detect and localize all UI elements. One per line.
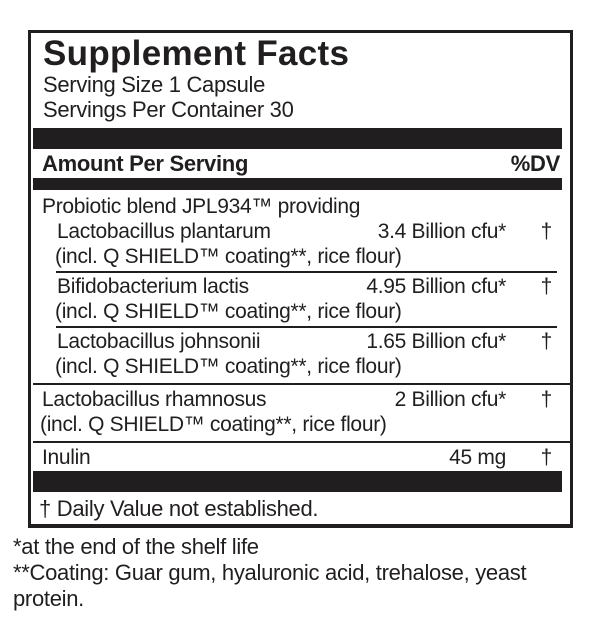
ingredient-row-lactis: Bifidobacterium lactis 4.95 Billion cfu*… xyxy=(31,274,570,299)
ingredient-dv: † xyxy=(540,388,553,411)
ingredient-dv: † xyxy=(540,330,553,353)
row-separator xyxy=(56,326,557,328)
daily-value-footnote: † Daily Value not established. xyxy=(39,496,319,521)
servings-per-container: Servings Per Container 30 xyxy=(43,97,294,122)
ingredient-row-probiotic-blend: Probiotic blend JPL934™ providing xyxy=(31,194,570,219)
panel-title: Supplement Facts xyxy=(43,34,350,73)
ingredient-name: Lactobacillus plantarum xyxy=(57,220,271,243)
ingredient-row-rhamnosus: Lactobacillus rhamnosus 2 Billion cfu* † xyxy=(31,387,570,412)
ingredient-name: Probiotic blend JPL934™ providing xyxy=(42,195,361,218)
ingredient-detail: (incl. Q SHIELD™ coating**, rice flour) xyxy=(40,413,387,436)
ingredient-name: Lactobacillus rhamnosus xyxy=(42,388,267,411)
ingredient-detail: (incl. Q SHIELD™ coating**, rice flour) xyxy=(55,355,402,378)
ingredient-amount: 1.65 Billion cfu* xyxy=(366,330,506,353)
row-separator xyxy=(56,271,557,273)
ingredient-row-inulin: Inulin 45 mg † xyxy=(31,445,570,470)
ingredient-detail: (incl. Q SHIELD™ coating**, rice flour) xyxy=(55,245,402,268)
label-footnotes: *at the end of the shelf life **Coating:… xyxy=(13,534,576,612)
ingredient-row-johnsonii: Lactobacillus johnsonii 1.65 Billion cfu… xyxy=(31,329,570,354)
ingredient-amount: 3.4 Billion cfu* xyxy=(377,220,507,243)
ingredient-dv: † xyxy=(540,275,553,298)
ingredient-amount: 2 Billion cfu* xyxy=(394,388,507,411)
coating-footnote: **Coating: Guar gum, hyaluronic acid, tr… xyxy=(13,560,527,611)
thick-divider-bottom xyxy=(33,471,562,492)
thick-divider-header xyxy=(33,178,562,190)
shelf-life-footnote: *at the end of the shelf life xyxy=(13,534,259,559)
ingredient-list: Probiotic blend JPL934™ providing Lactob… xyxy=(31,194,570,470)
row-separator xyxy=(33,441,570,443)
row-separator xyxy=(33,383,570,385)
ingredient-detail: (incl. Q SHIELD™ coating**, rice flour) xyxy=(55,300,402,323)
ingredient-amount: 45 mg xyxy=(449,446,506,469)
thick-divider-top xyxy=(33,128,562,149)
serving-size: Serving Size 1 Capsule xyxy=(43,72,266,97)
dv-header: %DV xyxy=(510,151,561,176)
ingredient-name: Bifidobacterium lactis xyxy=(57,275,249,298)
supplement-facts-panel: Supplement Facts Serving Size 1 Capsule … xyxy=(28,30,573,528)
ingredient-name: Lactobacillus johnsonii xyxy=(57,330,261,353)
ingredient-name: Inulin xyxy=(42,446,91,469)
amount-per-serving-header: Amount Per Serving xyxy=(42,151,249,176)
ingredient-amount: 4.95 Billion cfu* xyxy=(366,275,506,298)
column-header-row: Amount Per Serving %DV xyxy=(31,151,570,177)
ingredient-row-plantarum: Lactobacillus plantarum 3.4 Billion cfu*… xyxy=(31,219,570,244)
ingredient-dv: † xyxy=(540,446,553,469)
ingredient-dv: † xyxy=(540,220,553,243)
